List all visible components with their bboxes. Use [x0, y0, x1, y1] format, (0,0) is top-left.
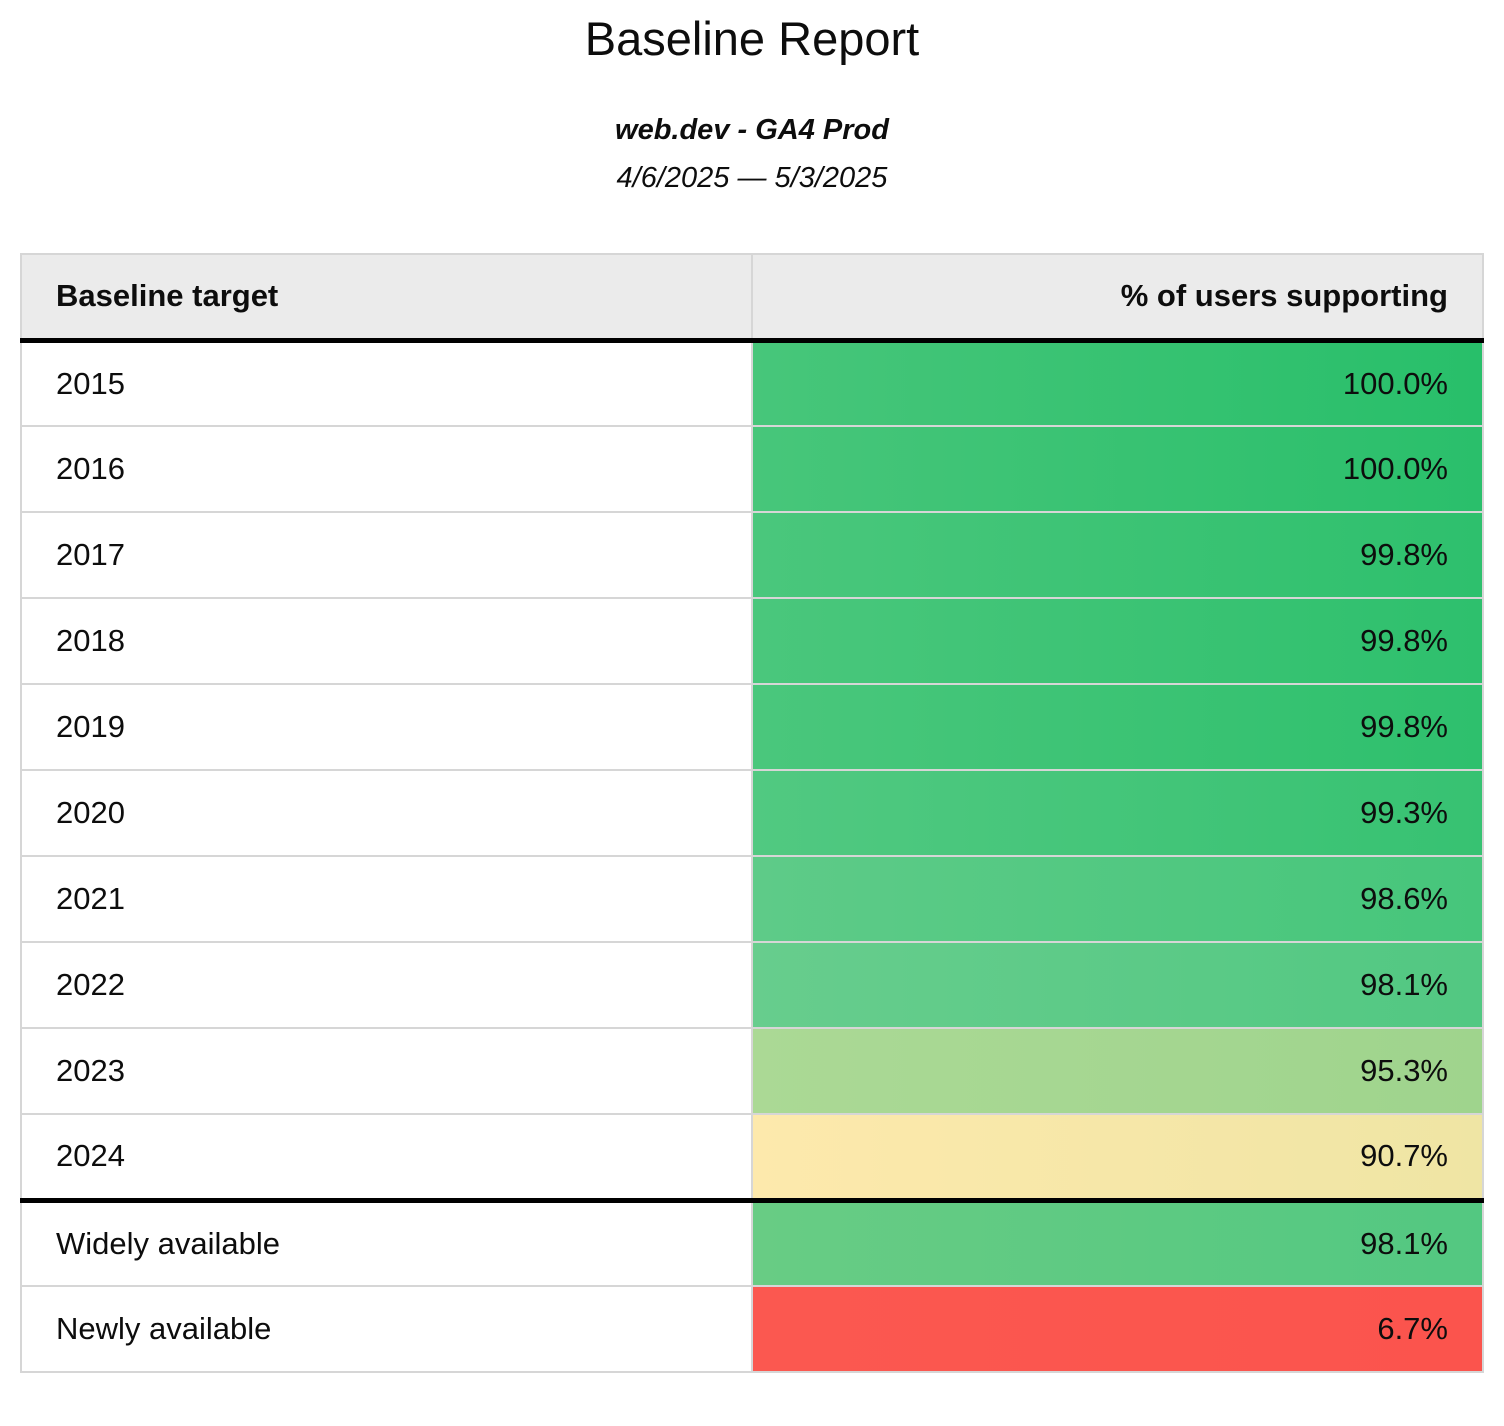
baseline-report-page: Baseline Report web.dev - GA4 Prod 4/6/2…: [0, 12, 1504, 1374]
support-value-cell: 98.1%: [751, 941, 1484, 1030]
table-row: 2021 98.6%: [20, 855, 1484, 944]
baseline-target-cell: 2024: [20, 1113, 753, 1202]
table-row: 2020 99.3%: [20, 769, 1484, 858]
baseline-target-cell: 2019: [20, 683, 753, 772]
support-value-cell: 99.8%: [751, 683, 1484, 772]
baseline-target-cell: 2017: [20, 511, 753, 600]
table-row: 2022 98.1%: [20, 941, 1484, 1030]
support-value-cell: 98.1%: [751, 1197, 1484, 1288]
column-header-users-supporting: % of users supporting: [751, 253, 1484, 343]
baseline-target-cell: 2016: [20, 425, 753, 514]
baseline-target-cell: 2018: [20, 597, 753, 686]
table-row: 2015 100.0%: [20, 339, 1484, 428]
table-row: 2018 99.8%: [20, 597, 1484, 686]
report-date-range: 4/6/2025 — 5/3/2025: [616, 161, 888, 194]
support-value-cell: 98.6%: [751, 855, 1484, 944]
support-value-cell: 95.3%: [751, 1027, 1484, 1116]
baseline-target-cell: 2021: [20, 855, 753, 944]
table-row: 2017 99.8%: [20, 511, 1484, 600]
report-source: web.dev - GA4 Prod: [615, 114, 889, 147]
column-header-baseline-target: Baseline target: [20, 253, 753, 343]
support-value-cell: 6.7%: [751, 1285, 1484, 1374]
baseline-target-cell: 2015: [20, 339, 753, 428]
baseline-target-cell: Widely available: [20, 1197, 753, 1288]
table-row: 2019 99.8%: [20, 683, 1484, 772]
page-title: Baseline Report: [584, 12, 920, 65]
support-value-cell: 100.0%: [751, 339, 1484, 428]
support-value-cell: 100.0%: [751, 425, 1484, 514]
support-value-cell: 99.8%: [751, 511, 1484, 600]
table-row: 2016 100.0%: [20, 425, 1484, 514]
baseline-target-cell: 2022: [20, 941, 753, 1030]
table-row: Widely available 98.1%: [20, 1197, 1484, 1288]
support-value-cell: 99.3%: [751, 769, 1484, 858]
table-row: 2024 90.7%: [20, 1113, 1484, 1202]
baseline-table: Baseline target % of users supporting 20…: [20, 253, 1484, 1374]
table-header-row: Baseline target % of users supporting: [20, 253, 1484, 343]
baseline-target-cell: Newly available: [20, 1285, 753, 1374]
table-row: 2023 95.3%: [20, 1027, 1484, 1116]
support-value-cell: 90.7%: [751, 1113, 1484, 1202]
baseline-target-cell: 2023: [20, 1027, 753, 1116]
table-row: Newly available 6.7%: [20, 1285, 1484, 1374]
baseline-target-cell: 2020: [20, 769, 753, 858]
support-value-cell: 99.8%: [751, 597, 1484, 686]
